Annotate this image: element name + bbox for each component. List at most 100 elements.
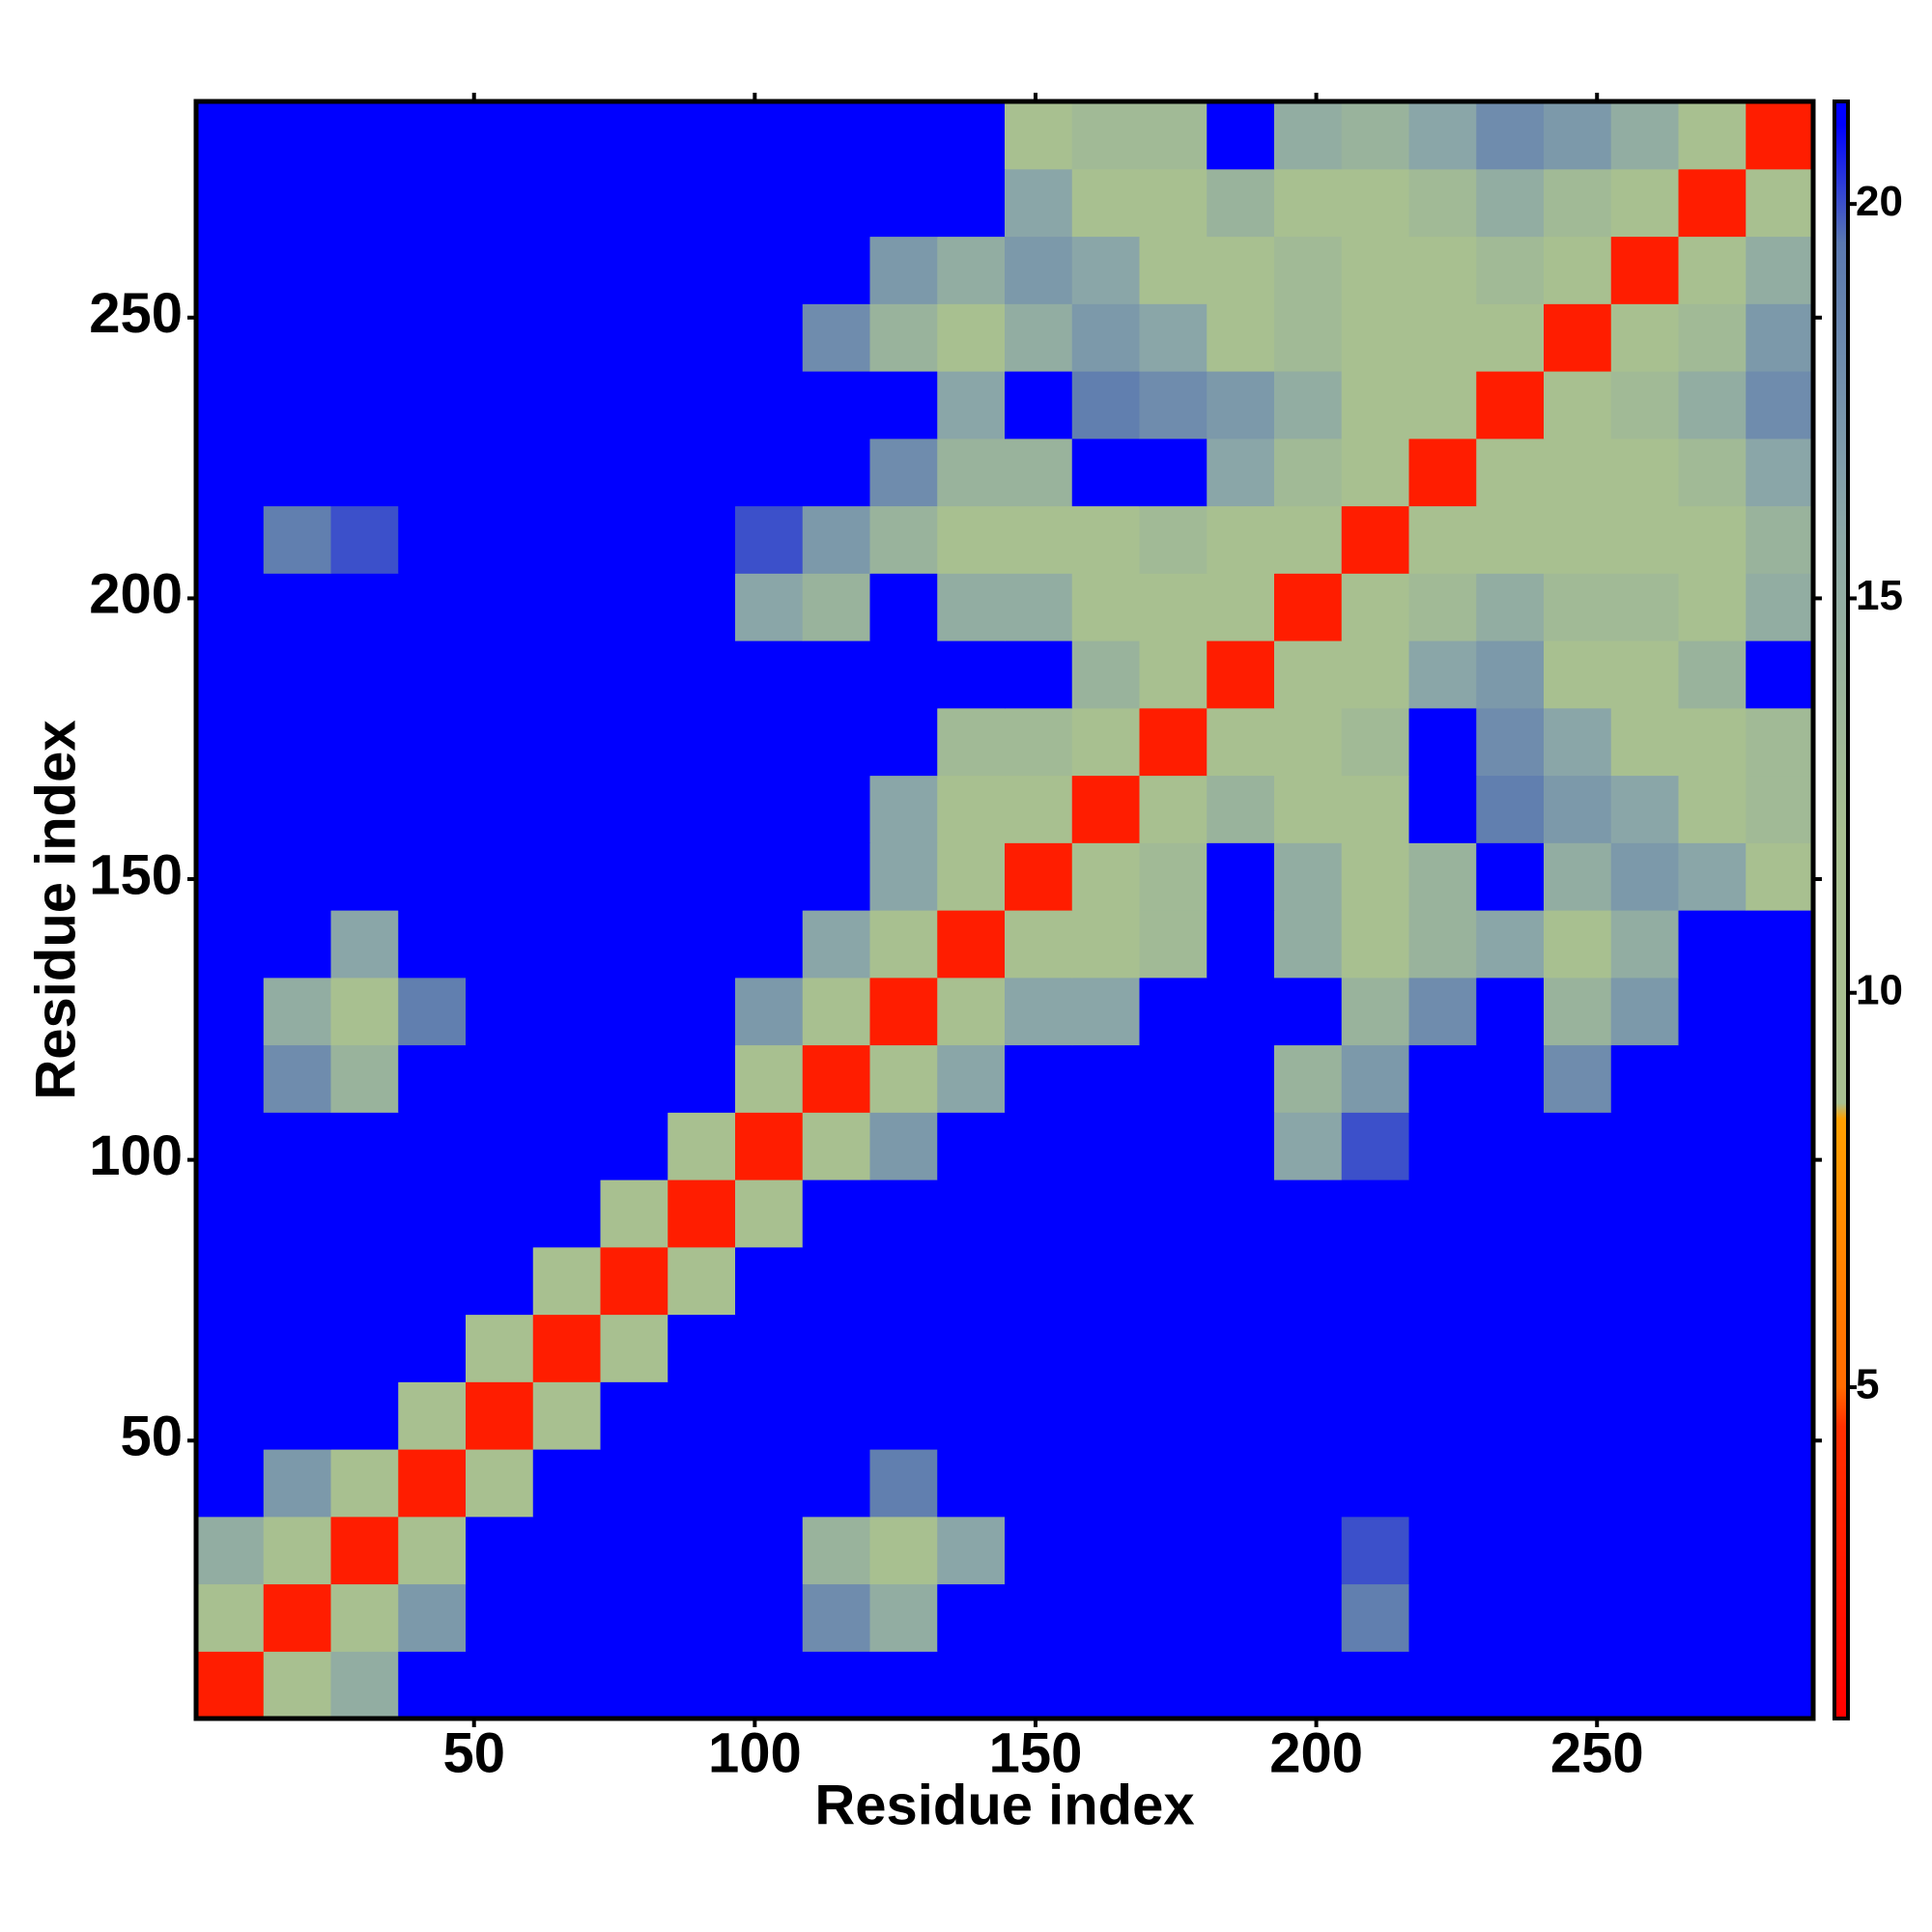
heatmap-cell [466,910,534,979]
heatmap-cell [802,1651,871,1719]
heatmap-cell [1207,168,1275,238]
heatmap-cell [398,1044,467,1113]
heatmap-cell [937,573,1006,641]
heatmap-cell [1408,1449,1477,1518]
heatmap-cell [1746,573,1814,641]
heatmap-cell [1476,1044,1545,1113]
heatmap-cell [263,168,332,238]
heatmap-cell [1005,775,1073,843]
heatmap-cell [330,573,399,641]
heatmap-cell [532,1179,602,1248]
heatmap-cell [668,1044,736,1113]
x-tick-label: 200 [1269,1721,1363,1784]
heatmap-cell [1678,101,1747,170]
heatmap-cell [330,101,399,170]
heatmap-cell [735,910,804,979]
y-tick-label: 100 [89,1124,183,1187]
heatmap-cell [466,505,534,574]
heatmap-cell [1610,438,1680,507]
heatmap-cell [1005,707,1073,777]
heatmap-cell [668,168,736,238]
heatmap-cell [1005,236,1073,304]
heatmap-cell [1408,775,1477,843]
heatmap-cell [263,573,332,641]
heatmap-cell [1139,1381,1208,1450]
heatmap-cell [398,371,467,440]
heatmap-cell [668,1179,736,1248]
heatmap-cell [869,505,938,574]
heatmap-cell [330,168,399,238]
heatmap-cell [1207,910,1275,979]
heatmap-cell [1746,775,1814,843]
heatmap-cell [1341,1381,1410,1450]
heatmap-cell [735,1246,804,1316]
heatmap-cell [1005,1246,1073,1316]
heatmap-cell [600,236,668,304]
heatmap-cell [1005,1516,1073,1585]
heatmap-cell [1610,1179,1680,1248]
heatmap-cell [1678,1583,1747,1652]
heatmap-cell [869,1112,938,1180]
heatmap-cell [1678,236,1747,304]
heatmap-cell [937,1246,1006,1316]
heatmap-cell [668,1449,736,1518]
heatmap-cell [1139,1112,1208,1180]
heatmap-cell [1610,1516,1680,1585]
heatmap-cell [1678,1449,1747,1518]
heatmap-cell [1476,505,1545,574]
heatmap-cell [1139,236,1208,304]
heatmap-cell [1005,1583,1073,1652]
heatmap-cell [1678,1179,1747,1248]
heatmap-cell [398,1112,467,1180]
heatmap-cell [1678,1246,1747,1316]
heatmap-cell [1476,1449,1545,1518]
heatmap-cell [802,505,871,574]
heatmap-cell [600,1314,668,1382]
heatmap-cell [600,640,668,709]
heatmap-cell [330,1651,399,1719]
heatmap-cell [1005,101,1073,170]
heatmap-cell [1408,1044,1477,1113]
heatmap-cell [735,236,804,304]
heatmap-cell [196,1449,265,1518]
heatmap-cell [196,438,265,507]
heatmap-cell [532,1516,602,1585]
heatmap-cell [1476,1651,1545,1719]
heatmap-cell [1544,1449,1612,1518]
heatmap-cell [1207,303,1275,372]
heatmap-cell [1341,707,1410,777]
heatmap-cell [1274,1112,1343,1180]
heatmap-cell [196,168,265,238]
heatmap-cell [1341,1449,1410,1518]
heatmap-cell [330,505,399,574]
heatmap-cell [1341,775,1410,843]
heatmap-cell [1274,707,1343,777]
heatmap-cell [532,573,602,641]
heatmap-cell [1139,1044,1208,1113]
heatmap-cell [1341,303,1410,372]
heatmap-cell [1071,977,1141,1046]
heatmap-cell [1476,1381,1545,1450]
heatmap-cell [532,910,602,979]
heatmap-cell [330,236,399,304]
heatmap-cell [1071,168,1141,238]
heatmap-cell [1408,1516,1477,1585]
heatmap-cell [1544,640,1612,709]
heatmap-cell [735,1651,804,1719]
heatmap-cell [1139,1246,1208,1316]
heatmap-cell [196,1044,265,1113]
heatmap-cell [869,1381,938,1450]
heatmap-cell [466,977,534,1046]
heatmap-cell [1408,168,1477,238]
heatmap-cell [1071,573,1141,641]
heatmap-cell [600,1044,668,1113]
heatmap-cell [937,438,1006,507]
heatmap-cell [1610,168,1680,238]
heatmap-cell [1274,1381,1343,1450]
heatmap-cell [1071,842,1141,911]
heatmap-cell [263,1044,332,1113]
heatmap-cell [1610,303,1680,372]
heatmap-cell [1746,1516,1814,1585]
heatmap-cell [1408,1179,1477,1248]
heatmap-cell [196,1112,265,1180]
